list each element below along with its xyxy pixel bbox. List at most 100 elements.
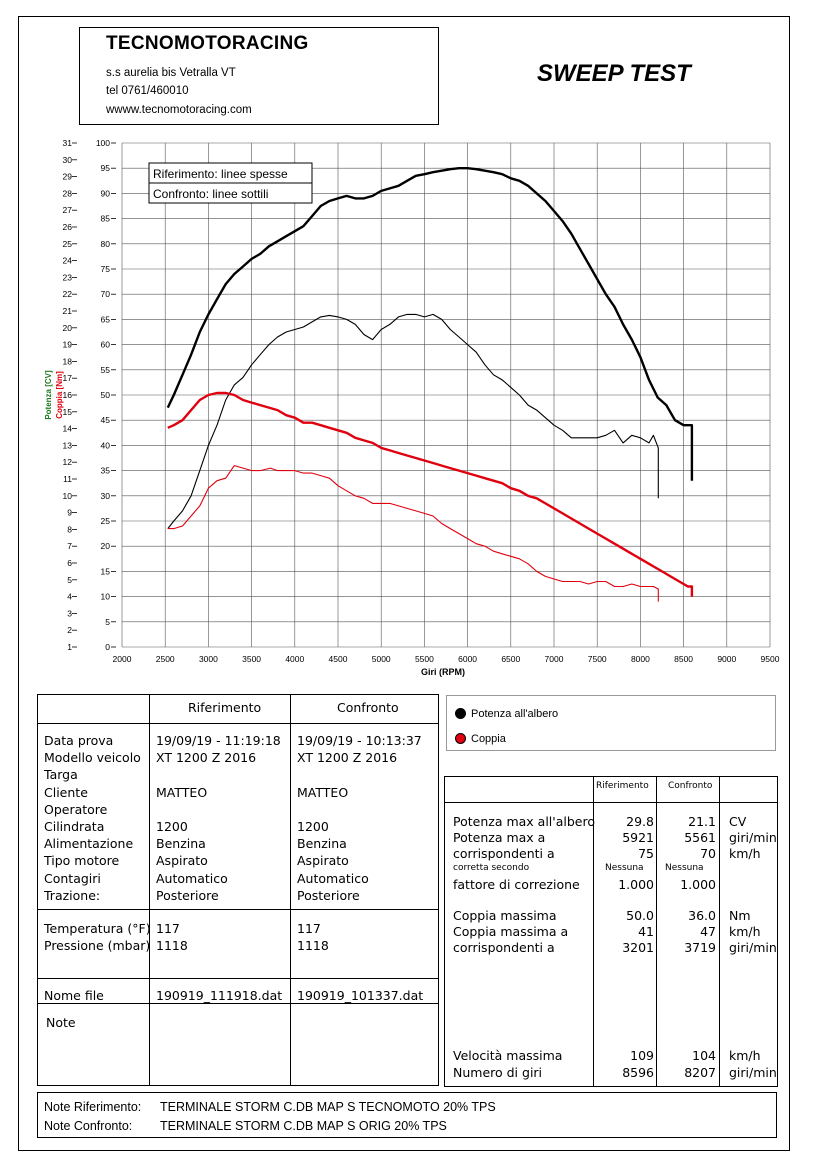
torque-tick-label: 10 — [63, 491, 73, 501]
temperature-cmp: 117 — [297, 921, 321, 936]
field-ref: Automatico — [156, 871, 228, 886]
field-ref: Benzina — [156, 836, 206, 851]
field-ref: MATTEO — [156, 785, 208, 800]
result-label: Potenza max all'albero — [453, 814, 595, 829]
power-tick-label: 30 — [101, 491, 111, 501]
x-tick-label: 9000 — [717, 654, 736, 664]
field-label: Targa — [44, 767, 78, 782]
result-unit: km/h — [729, 924, 761, 939]
result-label: Velocità massima — [453, 1048, 563, 1063]
field-label: Cliente — [44, 785, 88, 800]
company-name: TECNOMOTORACING — [106, 33, 309, 54]
chart-grid — [121, 142, 771, 648]
torque-legend-dot — [455, 733, 466, 744]
pressure-cmp: 1118 — [297, 938, 329, 953]
power-tick-label: 45 — [101, 415, 111, 425]
torque-tick-label: 31 — [63, 138, 73, 148]
temperature-ref: 117 — [156, 921, 180, 936]
power-tick-label: 25 — [101, 516, 111, 526]
power-axis-label: Potenza [CV] — [44, 370, 53, 420]
field-ref: Aspirato — [156, 853, 208, 868]
field-label: Operatore — [44, 802, 108, 817]
torque-tick-label: 7 — [67, 541, 72, 551]
field-label: Alimentazione — [44, 836, 134, 851]
result-label: corretta secondo — [453, 863, 530, 873]
field-label: Contagiri — [44, 871, 101, 886]
info-header-cmp: Confronto — [337, 700, 399, 715]
torque-tick-label: 3 — [67, 608, 72, 618]
result-ref: 8596 — [622, 1065, 654, 1080]
result-cmp: 8207 — [684, 1065, 716, 1080]
result-unit: CV — [729, 814, 747, 829]
pressure-label: Pressione (mbar) — [44, 938, 151, 953]
torque-line-confronto — [167, 465, 659, 602]
note-cmp-text: TERMINALE STORM C.DB MAP S ORIG 20% TPS — [160, 1119, 447, 1133]
power-legend-label: Potenza all'albero — [471, 708, 559, 720]
result-label: Numero di giri — [453, 1065, 543, 1080]
x-tick-label: 6000 — [458, 654, 477, 664]
result-label: corrispondenti a — [453, 940, 555, 955]
power-tick-label: 60 — [101, 340, 111, 350]
field-ref: 19/09/19 - 11:19:18 — [156, 733, 281, 748]
power-tick-label: 100 — [96, 138, 110, 148]
torque-tick-label: 15 — [63, 407, 73, 417]
x-tick-label: 7000 — [545, 654, 564, 664]
torque-tick-label: 20 — [63, 323, 73, 333]
results-header-ref: Riferimento — [596, 781, 649, 791]
power-tick-label: 15 — [101, 566, 111, 576]
power-legend-dot — [455, 708, 466, 719]
power-tick-label: 0 — [105, 642, 110, 652]
torque-legend-label: Coppia — [471, 733, 506, 745]
x-tick-label: 5500 — [415, 654, 434, 664]
pressure-ref: 1118 — [156, 938, 188, 953]
torque-tick-label: 1 — [67, 642, 72, 652]
field-cmp: 1200 — [297, 819, 329, 834]
torque-tick-label: 21 — [63, 306, 73, 316]
result-unit: km/h — [729, 1048, 761, 1063]
result-cmp: 1.000 — [680, 877, 716, 892]
result-unit: Nm — [729, 908, 751, 923]
torque-tick-label: 6 — [67, 558, 72, 568]
torque-tick-label: 27 — [63, 205, 73, 215]
torque-tick-label: 13 — [63, 440, 73, 450]
result-ref: 41 — [638, 924, 654, 939]
torque-tick-label: 29 — [63, 172, 73, 182]
torque-tick-label: 12 — [63, 457, 73, 467]
x-tick-label: 3500 — [242, 654, 261, 664]
torque-axis-label: Coppia [Nm] — [55, 371, 64, 419]
x-tick-label: 7500 — [588, 654, 607, 664]
field-cmp: Posteriore — [297, 888, 360, 903]
x-tick-label: 9500 — [761, 654, 780, 664]
field-label: Trazione: — [44, 888, 101, 903]
website-line: wwww.tecnomotoracing.com — [106, 104, 252, 116]
torque-tick-label: 16 — [63, 390, 73, 400]
x-tick-label: 4500 — [329, 654, 348, 664]
torque-tick-label: 26 — [63, 222, 73, 232]
result-cmp: 36.0 — [688, 908, 716, 923]
result-ref: 50.0 — [626, 908, 654, 923]
result-unit: giri/min — [729, 940, 777, 955]
note-ref-label: Note Riferimento: — [44, 1100, 142, 1114]
result-ref: 3201 — [622, 940, 654, 955]
power-tick-label: 10 — [101, 592, 111, 602]
field-cmp: Aspirato — [297, 853, 349, 868]
field-cmp: MATTEO — [297, 785, 349, 800]
notes-box: Note Riferimento: TERMINALE STORM C.DB M… — [37, 1092, 777, 1138]
field-label: Cilindrata — [44, 819, 105, 834]
test-title: SWEEP TEST — [537, 60, 691, 87]
result-cmp: 70 — [700, 846, 716, 861]
torque-tick-label: 28 — [63, 188, 73, 198]
chart-series — [166, 166, 694, 602]
x-tick-label: 5000 — [372, 654, 391, 664]
power-tick-label: 85 — [101, 214, 111, 224]
power-tick-label: 5 — [105, 617, 110, 627]
torque-line-riferimento — [167, 391, 694, 597]
result-label: corrispondenti a — [453, 846, 555, 861]
results-header-cmp: Confronto — [668, 781, 713, 791]
field-cmp: Automatico — [297, 871, 369, 886]
result-ref: 75 — [638, 846, 654, 861]
power-line-confronto — [167, 313, 659, 529]
result-cmp: 21.1 — [688, 814, 716, 829]
torque-tick-label: 2 — [67, 625, 72, 635]
power-tick-label: 90 — [101, 188, 111, 198]
